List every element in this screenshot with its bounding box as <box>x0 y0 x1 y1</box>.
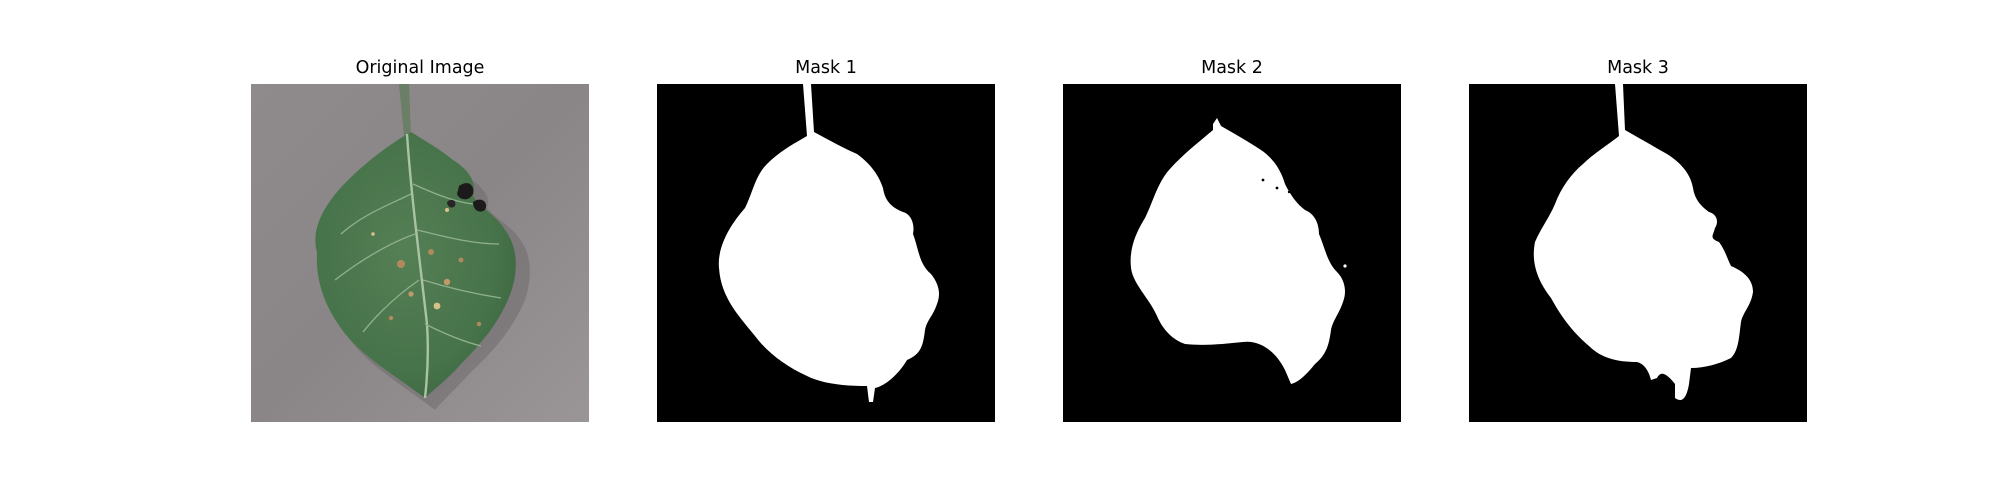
panel-mask-3: Mask 3 <box>1469 0 1807 430</box>
mask-1-image <box>657 84 995 422</box>
original-leaf-photo <box>251 84 589 422</box>
panel-title: Original Image <box>355 58 485 78</box>
panel-title: Mask 3 <box>1607 58 1669 78</box>
panel-title: Mask 2 <box>1201 58 1263 78</box>
mask-3-image <box>1469 84 1807 422</box>
panel-title: Mask 1 <box>795 58 857 78</box>
panel-mask-2: Mask 2 <box>1063 0 1401 430</box>
mask-2-image <box>1063 84 1401 422</box>
panel-mask-1: Mask 1 <box>657 0 995 430</box>
panel-original-image: Original Image <box>251 0 589 430</box>
